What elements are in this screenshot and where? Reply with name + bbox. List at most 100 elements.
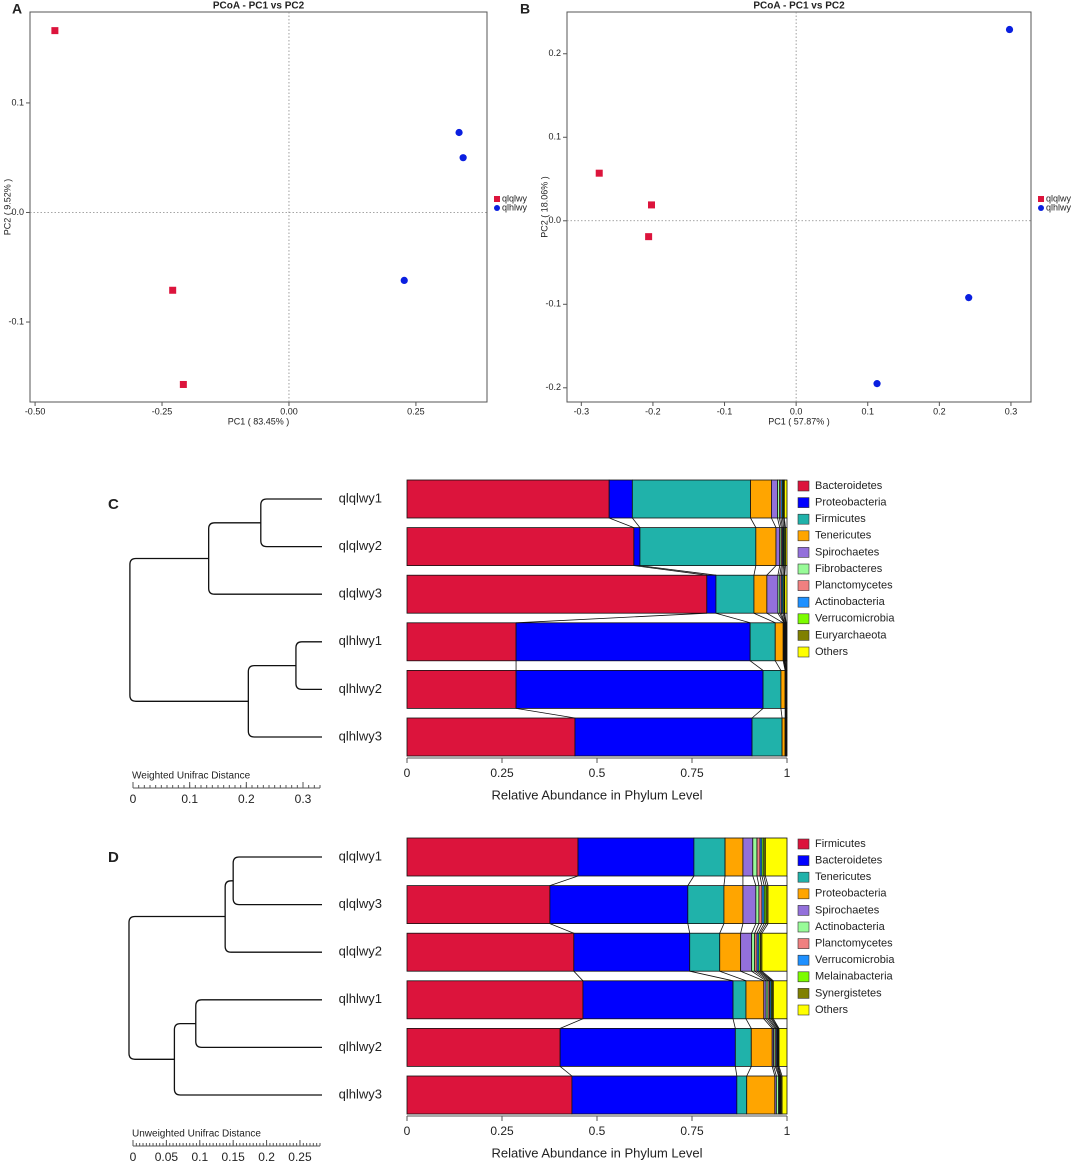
point [645, 233, 653, 241]
connector [773, 1066, 777, 1077]
scale-tick-label: 0.2 [258, 1150, 275, 1164]
legend-label: Others [815, 1004, 849, 1016]
legend-marker [494, 205, 500, 211]
dendrogram-branch [208, 522, 322, 595]
bar-segment [723, 885, 744, 924]
bar-segment [758, 885, 763, 924]
category-label: qlqlwy2 [339, 538, 382, 553]
bar-segment [406, 479, 610, 519]
x-tick-label: 0.1 [861, 406, 874, 416]
legend-swatch [797, 971, 810, 983]
scale-tick-label: 0 [130, 792, 137, 806]
chart-title: PCoA - PC1 vs PC2 [213, 1, 305, 12]
point [179, 380, 187, 388]
x-axis-label: PC1 ( 57.87% ) [768, 416, 830, 426]
connector [687, 875, 695, 886]
connector [632, 517, 641, 528]
point [965, 294, 973, 302]
category-label: qlqlwy1 [339, 490, 382, 505]
bar-segment [740, 932, 753, 972]
panel-letter: C [108, 496, 119, 513]
bar-segment [574, 717, 753, 757]
legend-label: qlhlwy [1046, 202, 1072, 212]
connector [751, 923, 757, 934]
connector [753, 565, 757, 576]
scale-tick-label: 0.2 [238, 792, 255, 806]
legend-label: Melainabacteria [815, 971, 894, 983]
legend-label: qlhlwy [502, 202, 528, 212]
connector [559, 1066, 573, 1077]
bar-segment [406, 717, 576, 757]
connector [774, 1066, 780, 1077]
connector [752, 875, 757, 886]
y-axis-label: PC2 ( 18.06% ) [539, 176, 549, 238]
bar-segment [764, 837, 788, 877]
category-label: qlhlwy2 [339, 1039, 382, 1054]
legend-label: qlqlwy [502, 193, 528, 203]
connector [782, 660, 786, 671]
legend-label: qlqlwy [1046, 193, 1072, 203]
connector [750, 517, 757, 528]
x-tick-label: 0.0 [790, 406, 803, 416]
legend-label: Planctomycetes [815, 580, 893, 592]
legend-swatch [797, 596, 810, 608]
point [455, 128, 463, 137]
connector [753, 612, 776, 624]
dendrogram-branch [128, 915, 226, 1060]
connector [777, 517, 781, 528]
x-tick-label: -0.2 [645, 406, 661, 416]
legend-swatch [797, 646, 810, 658]
y-tick-label: 0.2 [548, 48, 561, 58]
connector [719, 923, 725, 934]
connector [734, 1066, 738, 1077]
bar-segment [406, 1028, 561, 1067]
point [595, 169, 603, 177]
connector [763, 1018, 773, 1029]
category-label: qlhlwy2 [339, 681, 382, 696]
legend-swatch [797, 921, 810, 933]
legend-label: Synergistetes [815, 987, 882, 999]
point [1005, 25, 1014, 34]
connector [758, 970, 772, 982]
bar-segment [631, 479, 751, 519]
connector [761, 970, 774, 982]
connector [756, 970, 770, 982]
bar-segment [608, 479, 633, 519]
point [647, 201, 655, 209]
bar-segment [573, 932, 691, 972]
connector [687, 923, 691, 934]
connector [780, 613, 786, 623]
connector [758, 923, 765, 934]
connector [775, 1066, 780, 1077]
connector [715, 612, 751, 624]
connector [754, 923, 760, 934]
legend-label: Fibrobacteres [815, 563, 883, 575]
legend-label: Others [815, 646, 849, 658]
legend-label: Spirochaetes [815, 904, 880, 916]
connector [780, 565, 783, 576]
plot-frame [566, 11, 1032, 403]
legend-swatch [797, 630, 810, 641]
connector [784, 660, 787, 671]
category-label: qlhlwy3 [339, 1086, 382, 1101]
scale-tick-label: 0.1 [181, 792, 198, 806]
connector [745, 1018, 752, 1029]
bar-segment [785, 527, 788, 566]
connector [761, 875, 765, 886]
connector [780, 708, 783, 719]
x-tick-label: -0.50 [25, 406, 46, 416]
legend-swatch [797, 480, 810, 492]
dendrogram-branch [129, 557, 249, 702]
bar-segment [715, 574, 755, 614]
bar-segment [406, 670, 517, 709]
bar-segment [781, 717, 786, 757]
x-tick-label: -0.1 [717, 406, 733, 416]
legend-swatch [797, 855, 810, 866]
category-label: qlqlwy1 [339, 848, 382, 863]
connector [633, 565, 707, 576]
connector [767, 1018, 776, 1029]
x-tick-label: 0 [404, 1124, 411, 1138]
connector [516, 612, 707, 624]
connector [784, 565, 786, 576]
